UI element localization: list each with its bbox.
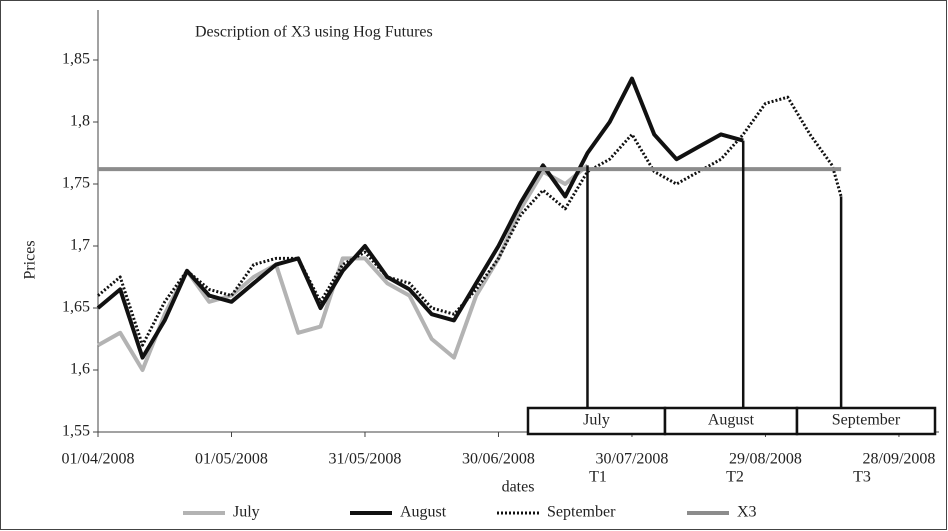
legend-label: August [400,504,447,521]
y-tick-label: 1,8 [70,113,90,130]
legend-label: X3 [737,504,757,521]
x-tick-label: 30/06/2008 [462,451,535,468]
y-axis-label: Prices [22,240,39,279]
series-line [97,95,843,347]
period-box [795,406,937,436]
period-label: July [583,412,610,429]
period-label: August [708,412,755,429]
series-line [96,76,744,360]
x-tick-label: 28/09/2008 [863,451,936,468]
y-tick-label: 1,55 [62,423,90,440]
x-tick-label: 01/05/2008 [195,451,268,468]
chart-title: Description of X3 using Hog Futures [195,24,433,41]
y-tick-label: 1,85 [62,51,90,68]
y-tick-label: 1,75 [62,175,90,192]
x-tick-label: 30/07/2008 [596,451,669,468]
period-end-label: T2 [726,469,744,486]
y-tick-label: 1,6 [70,361,90,378]
legend-label: September [547,504,616,521]
x-axis-label: dates [502,479,535,496]
y-tick-label: 1,65 [62,299,90,316]
legend-label: July [233,504,260,521]
x-tick-label: 01/04/2008 [62,451,135,468]
x-tick-label: 29/08/2008 [729,451,802,468]
period-end-label: T1 [589,469,607,486]
period-end-label: T3 [853,469,871,486]
y-tick-label: 1,7 [70,237,90,254]
x-tick-label: 31/05/2008 [329,451,402,468]
period-label: September [832,412,901,429]
